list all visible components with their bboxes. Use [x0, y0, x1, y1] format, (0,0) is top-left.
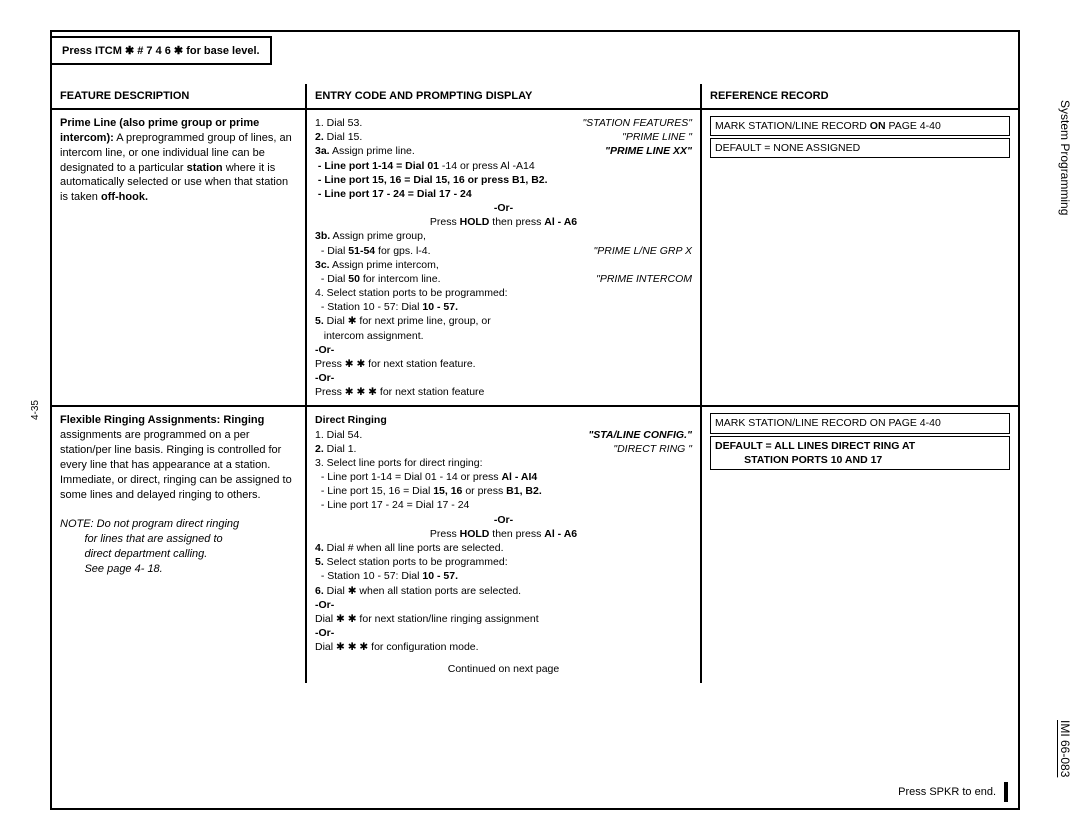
side-label-page: 4-35	[30, 400, 41, 420]
entry-code-cell: Direct Ringing1. Dial 54."STA/LINE CONFI…	[307, 407, 702, 682]
press-spkr-note: Press SPKR to end.	[898, 782, 1008, 802]
programming-table: FEATURE DESCRIPTION ENTRY CODE AND PROMP…	[50, 30, 1020, 810]
table-row: Prime Line (also prime group or prime in…	[52, 110, 1018, 407]
reference-record-cell: MARK STATION/LINE RECORD ON PAGE 4-40DEF…	[702, 110, 1018, 405]
table-row: Flexible Ringing Assignments: Ringing as…	[52, 407, 1018, 682]
feature-description-cell: Flexible Ringing Assignments: Ringing as…	[52, 407, 307, 682]
header-entry: ENTRY CODE AND PROMPTING DISPLAY	[307, 84, 702, 108]
entry-code-cell: 1. Dial 53."STATION FEATURES"2. Dial 15.…	[307, 110, 702, 405]
header-feature: FEATURE DESCRIPTION	[52, 84, 307, 108]
feature-description-cell: Prime Line (also prime group or prime in…	[52, 110, 307, 405]
side-label-imi: IMI 66-083	[1058, 720, 1072, 777]
press-itcm-banner: Press ITCM ✱ # 7 4 6 ✱ for base level.	[50, 36, 272, 65]
side-label-system-programming: System Programming	[1058, 100, 1072, 215]
header-reference: REFERENCE RECORD	[702, 84, 1018, 108]
table-header-row: FEATURE DESCRIPTION ENTRY CODE AND PROMP…	[52, 84, 1018, 110]
reference-record-cell: MARK STATION/LINE RECORD ON PAGE 4-40DEF…	[702, 407, 1018, 682]
